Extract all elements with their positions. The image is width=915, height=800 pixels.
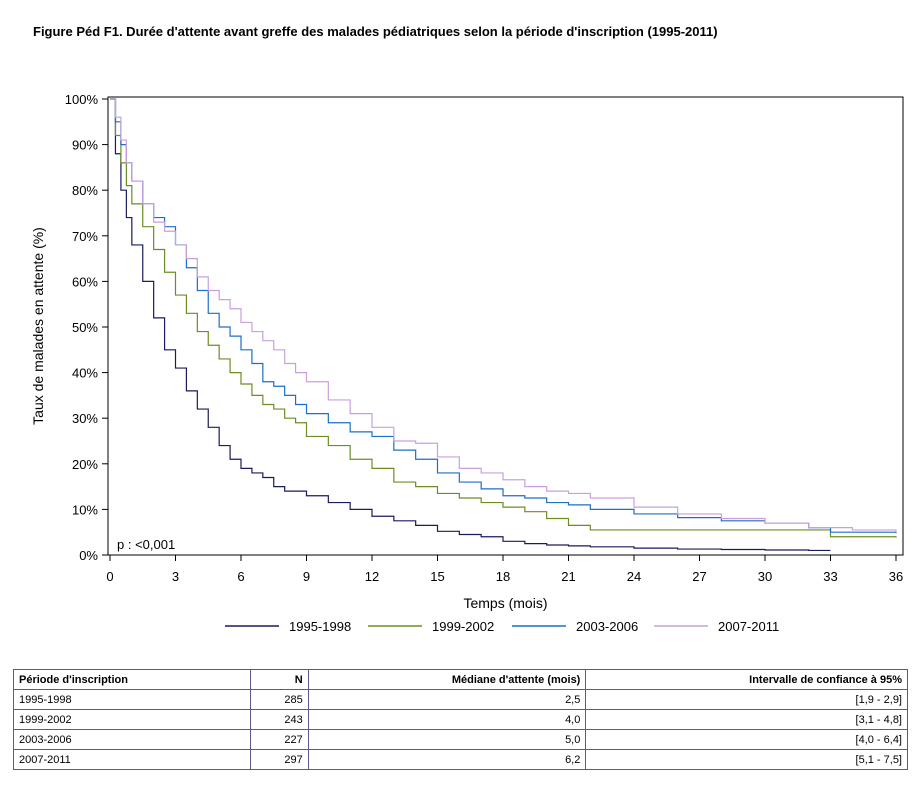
x-tick-label: 12 — [365, 569, 379, 584]
plot-frame — [107, 96, 904, 556]
x-tick-label: 36 — [889, 569, 903, 584]
x-tick-label: 30 — [758, 569, 772, 584]
y-tick-label: 60% — [72, 274, 98, 289]
x-tick-label: 3 — [172, 569, 179, 584]
x-tick-label: 6 — [237, 569, 244, 584]
table-row: 1995-1998 285 2,5 [1,9 - 2,9] — [13, 689, 908, 710]
y-tick-label: 0% — [79, 548, 98, 563]
cell-intervalle: [3,1 - 4,8] — [585, 709, 908, 730]
series-line-1995-1998 — [110, 98, 831, 552]
header-periode: Période d'inscription — [13, 669, 251, 690]
p-value-annotation: p : <0,001 — [117, 537, 175, 552]
x-tick-label: 9 — [303, 569, 310, 584]
y-tick-label: 30% — [72, 411, 98, 426]
cell-periode: 1995-1998 — [13, 689, 251, 710]
y-tick-label: 80% — [72, 183, 98, 198]
y-tick-label: 70% — [72, 229, 98, 244]
x-tick-label: 21 — [561, 569, 575, 584]
x-tick-label: 18 — [496, 569, 510, 584]
survival-chart: 0 3 6 9 12 15 18 21 24 27 30 33 360%10%20%30%40%50%6… — [30, 92, 904, 634]
x-tick-label: 0 — [106, 569, 113, 584]
cell-n: 285 — [249, 689, 309, 710]
header-mediane: Médiane d'attente (mois) — [307, 669, 587, 690]
table-row: 1999-2002 243 4,0 [3,1 - 4,8] — [13, 709, 908, 730]
figure-title: Figure Péd F1. Durée d'attente avant gre… — [33, 24, 718, 39]
cell-periode: 2003-2006 — [13, 729, 251, 750]
y-tick-label: 10% — [72, 502, 98, 517]
x-axis-label: Temps (mois) — [463, 595, 547, 611]
series-line-1999-2002 — [110, 98, 897, 538]
x-tick-label: 24 — [627, 569, 641, 584]
x-tick-label: 15 — [430, 569, 444, 584]
table-header-row: Période d'inscription N Médiane d'attent… — [13, 669, 908, 690]
y-tick-label: 40% — [72, 366, 98, 381]
legend-label-2007-2011: 2007-2011 — [718, 619, 779, 634]
series-line-2003-2006 — [110, 98, 897, 534]
cell-periode: 1999-2002 — [13, 709, 251, 730]
cell-periode: 2007-2011 — [13, 749, 251, 770]
table-row: 2007-2011 297 6,2 [5,1 - 7,5] — [13, 749, 908, 770]
y-axis-label: Taux de malades en attente (%) — [30, 227, 46, 425]
y-tick-label: 100% — [65, 92, 99, 107]
cell-mediane: 2,5 — [307, 689, 587, 710]
cell-mediane: 6,2 — [307, 749, 587, 770]
header-n: N — [249, 669, 309, 690]
cell-intervalle: [1,9 - 2,9] — [585, 689, 908, 710]
header-intervalle: Intervalle de confiance à 95% — [585, 669, 908, 690]
results-table: Période d'inscription N Médiane d'attent… — [13, 669, 908, 770]
cell-intervalle: [5,1 - 7,5] — [585, 749, 908, 770]
legend-label-2003-2006: 2003-2006 — [576, 619, 638, 634]
y-tick-label: 90% — [72, 138, 98, 153]
cell-n: 227 — [249, 729, 309, 750]
legend-label-1995-1998: 1995-1998 — [289, 619, 351, 634]
cell-n: 297 — [249, 749, 309, 770]
y-tick-label: 20% — [72, 457, 98, 472]
cell-mediane: 4,0 — [307, 709, 587, 730]
cell-intervalle: [4,0 - 6,4] — [585, 729, 908, 750]
series-line-2007-2011 — [110, 98, 897, 532]
x-tick-label: 27 — [692, 569, 706, 584]
cell-n: 243 — [249, 709, 309, 730]
legend-label-1999-2002: 1999-2002 — [432, 619, 494, 634]
table-row: 2003-2006 227 5,0 [4,0 - 6,4] — [13, 729, 908, 750]
y-tick-label: 50% — [72, 320, 98, 335]
cell-mediane: 5,0 — [307, 729, 587, 750]
x-tick-label: 33 — [823, 569, 837, 584]
